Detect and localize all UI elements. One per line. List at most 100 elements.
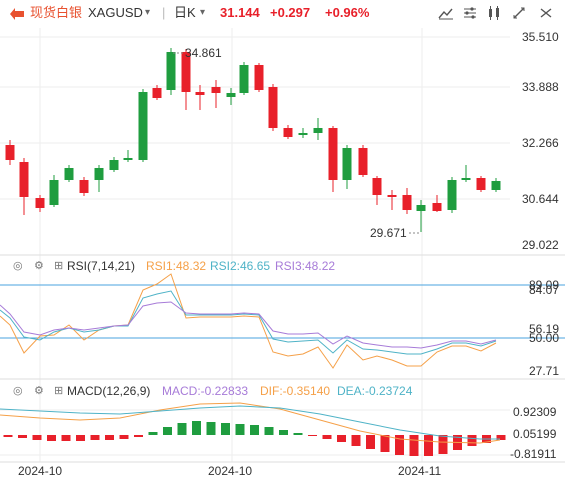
rsi3-line [0, 301, 497, 349]
rsi-y-tick-label: 56.19 [529, 322, 559, 336]
high-price-label: 34.861 [185, 46, 222, 60]
draw-icon[interactable] [512, 6, 528, 20]
symbol-dropdown-icon[interactable]: ▾ [145, 7, 151, 18]
macd-histogram-bar [264, 427, 274, 435]
macd-histogram-bar [148, 432, 158, 435]
candle-body [123, 158, 133, 160]
rsi-y-tick-label: 27.71 [529, 364, 559, 378]
dea-value: DEA:-0.23724 [337, 384, 413, 398]
y-tick-label: 29.022 [522, 238, 559, 252]
macd-histogram-bar [308, 435, 317, 436]
symbol-label[interactable]: XAGUSD [88, 5, 143, 20]
macd-histogram-bar [61, 435, 71, 441]
macd-histogram-bar [47, 435, 56, 441]
candle-body [313, 128, 323, 133]
candle-body [358, 148, 368, 175]
x-tick-label: 2024-10 [18, 464, 62, 478]
candle-body [166, 52, 176, 90]
macd-y-tick-label: 0.92309 [513, 405, 557, 419]
candle-body [5, 145, 15, 160]
macd-histogram-bar [293, 433, 303, 435]
y-tick-label: 35.510 [522, 30, 559, 44]
y-tick-label: 32.266 [522, 136, 559, 150]
candle-body [49, 180, 59, 205]
candle-body [476, 178, 486, 190]
macd-histogram-bar [395, 435, 404, 455]
chart-style-icon[interactable] [438, 6, 454, 20]
macd-histogram-bar [119, 435, 129, 439]
candle-body [342, 148, 352, 180]
macd-histogram-bar [351, 435, 361, 446]
macd-histogram-bar [18, 435, 27, 438]
compare-icon[interactable] [486, 6, 502, 20]
macd-toggle-icon[interactable]: ⊞ [54, 385, 64, 397]
macd-histogram-bar [105, 435, 114, 440]
macd-title: MACD(12,26,9) [67, 384, 151, 398]
macd-histogram-bar [163, 427, 172, 435]
rsi1-value: RSI1:48.32 [146, 259, 207, 273]
macd-header: ◎ ⚙ ⊞ MACD(12,26,9) MACD:-0.22833 DIF:-0… [0, 382, 565, 400]
dif-value: DIF:-0.35140 [260, 384, 331, 398]
candle-body [195, 92, 205, 95]
macd-histogram-bar [90, 435, 100, 440]
indicator-icon[interactable] [462, 6, 478, 20]
macd-histogram-bar [279, 430, 288, 435]
x-tick-label: 2024-10 [208, 464, 252, 478]
candle-body [64, 168, 74, 180]
candle-body [211, 87, 221, 93]
collapse-icon[interactable]: ◎ [13, 260, 23, 272]
x-tick-label: 2024-11 [398, 464, 441, 478]
y-tick-label: 33.888 [522, 80, 559, 94]
rsi-toggle-icon[interactable]: ⊞ [54, 260, 64, 272]
candle-body [283, 128, 293, 137]
macd-y-tick-label: 0.05199 [513, 427, 557, 441]
rsi-title: RSI(7,14,21) [67, 259, 136, 273]
rsi-y-tick-label: 50.00 [529, 331, 559, 345]
macd-histogram-bar [192, 421, 201, 435]
macd-histogram-bar [206, 422, 216, 435]
candle-body [79, 180, 89, 193]
period-label[interactable]: 日K [174, 5, 196, 20]
rsi3-value: RSI3:48.22 [275, 259, 336, 273]
rsi-settings-icon[interactable]: ⚙ [34, 260, 44, 272]
macd-histogram-bar [3, 435, 13, 437]
candle-body [416, 205, 426, 211]
y-tick-label: 30.644 [522, 192, 559, 206]
candle-body [152, 88, 162, 98]
rsi-y-tick-label: 84.07 [529, 283, 559, 297]
brand-name[interactable]: 现货白银 [30, 5, 83, 20]
candle-body [226, 93, 236, 97]
candle-body [94, 168, 104, 180]
macd-value: MACD:-0.22833 [162, 384, 249, 398]
rsi-y-tick-label: 89.09 [529, 278, 559, 292]
macd-settings-icon[interactable]: ⚙ [34, 385, 44, 397]
macd-histogram-bar [438, 435, 448, 454]
macd-histogram-bar [467, 435, 477, 446]
rsi-header: ◎ ⚙ ⊞ RSI(7,14,21) RSI1:48.32 RSI2:46.65… [0, 257, 565, 275]
period-divider: | [162, 5, 166, 20]
macd-histogram-bar [177, 423, 187, 435]
macd-series [0, 402, 506, 456]
candle-body [109, 160, 119, 170]
dea-line [0, 405, 500, 440]
candlestick-series [5, 48, 501, 232]
price-change-percent: +0.96% [325, 5, 370, 20]
macd-histogram-bar [409, 435, 419, 456]
period-dropdown-icon[interactable]: ▾ [200, 7, 206, 18]
candle-body [268, 87, 278, 128]
candle-body [432, 203, 442, 211]
macd-histogram-bar [337, 435, 346, 442]
rsi2-line [0, 290, 497, 355]
collapse-icon[interactable]: ◎ [13, 385, 23, 397]
rsi1-line [0, 273, 497, 369]
macd-histogram-bar [235, 424, 245, 435]
candle-body [19, 162, 29, 197]
rsi2-value: RSI2:46.65 [210, 259, 271, 273]
settings-icon[interactable] [538, 6, 554, 20]
current-price: 31.144 [220, 5, 260, 20]
candle-body [461, 178, 471, 180]
dif-line [0, 402, 501, 444]
rsi-series [0, 273, 497, 369]
main-grid [0, 28, 510, 462]
